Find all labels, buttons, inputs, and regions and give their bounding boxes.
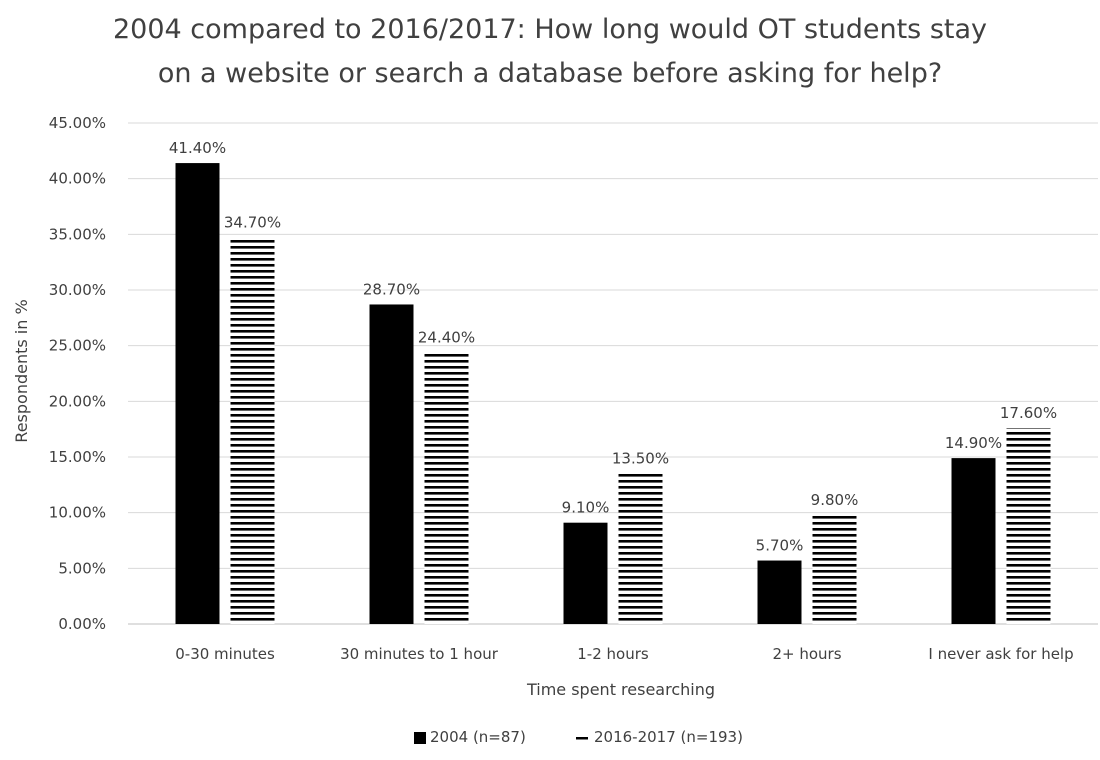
y-axis: 0.00% 5.00% 10.00% 15.00% 20.00% 25.00% 30.00%… bbox=[49, 114, 106, 633]
x-tick-label: 30 minutes to 1 hour bbox=[340, 645, 499, 663]
x-tick-label: 1-2 hours bbox=[577, 645, 649, 663]
legend-swatch-2016-2017 bbox=[576, 737, 588, 740]
legend-swatch-2004 bbox=[414, 732, 426, 744]
data-label: 14.90% bbox=[945, 434, 1002, 452]
x-tick-label: I never ask for help bbox=[928, 645, 1073, 663]
y-tick-label: 10.00% bbox=[49, 504, 106, 522]
y-tick-label: 35.00% bbox=[49, 225, 106, 243]
y-tick-label: 45.00% bbox=[49, 114, 106, 132]
x-tick-label: 2+ hours bbox=[772, 645, 841, 663]
bar-series-2004 bbox=[369, 304, 414, 624]
y-axis-title: Respondents in % bbox=[12, 299, 31, 442]
data-label: 34.70% bbox=[224, 214, 281, 232]
chart-title-line-2: on a website or search a database before… bbox=[157, 58, 943, 89]
data-label: 28.70% bbox=[363, 280, 420, 298]
data-label: 13.50% bbox=[612, 450, 669, 468]
legend: 2004 (n=87) 2016-2017 (n=193) bbox=[414, 728, 743, 746]
bar-series-2016-2017 bbox=[812, 514, 857, 624]
bar-series-2016-2017 bbox=[230, 237, 275, 624]
bars bbox=[175, 163, 1051, 624]
gridlines bbox=[128, 122, 1098, 625]
y-tick-label: 40.00% bbox=[49, 170, 106, 188]
data-label: 9.10% bbox=[562, 499, 610, 517]
data-label: 17.60% bbox=[1000, 404, 1057, 422]
data-label: 5.70% bbox=[756, 537, 804, 555]
legend-label-2016-2017: 2016-2017 (n=193) bbox=[594, 728, 743, 746]
x-axis: 0-30 minutes 30 minutes to 1 hour 1-2 hour… bbox=[175, 645, 1073, 663]
bar-series-2004 bbox=[951, 458, 996, 624]
y-tick-label: 25.00% bbox=[49, 337, 106, 355]
x-tick-label: 0-30 minutes bbox=[175, 645, 275, 663]
y-tick-label: 30.00% bbox=[49, 281, 106, 299]
y-tick-label: 15.00% bbox=[49, 448, 106, 466]
data-label: 9.80% bbox=[811, 491, 859, 509]
bar-series-2004 bbox=[563, 522, 608, 624]
chart-title-line-1: 2004 compared to 2016/2017: How long wou… bbox=[112, 14, 988, 45]
legend-label-2004: 2004 (n=87) bbox=[430, 728, 526, 746]
y-tick-label: 5.00% bbox=[58, 559, 106, 577]
bar-series-2004 bbox=[757, 560, 802, 624]
bar-series-2016-2017 bbox=[1006, 428, 1051, 624]
y-tick-label: 20.00% bbox=[49, 392, 106, 410]
data-labels: 41.40% 34.70% 28.70% 24.40% 9.10% 13.50% 5.70%… bbox=[169, 139, 1057, 554]
bar-series-2004 bbox=[175, 163, 220, 624]
data-label: 41.40% bbox=[169, 139, 226, 157]
bar-series-2016-2017 bbox=[618, 473, 663, 624]
bar-series-2016-2017 bbox=[424, 352, 469, 624]
y-tick-label: 0.00% bbox=[58, 615, 106, 633]
data-label: 24.40% bbox=[418, 328, 475, 346]
x-axis-title: Time spent researching bbox=[526, 680, 715, 699]
